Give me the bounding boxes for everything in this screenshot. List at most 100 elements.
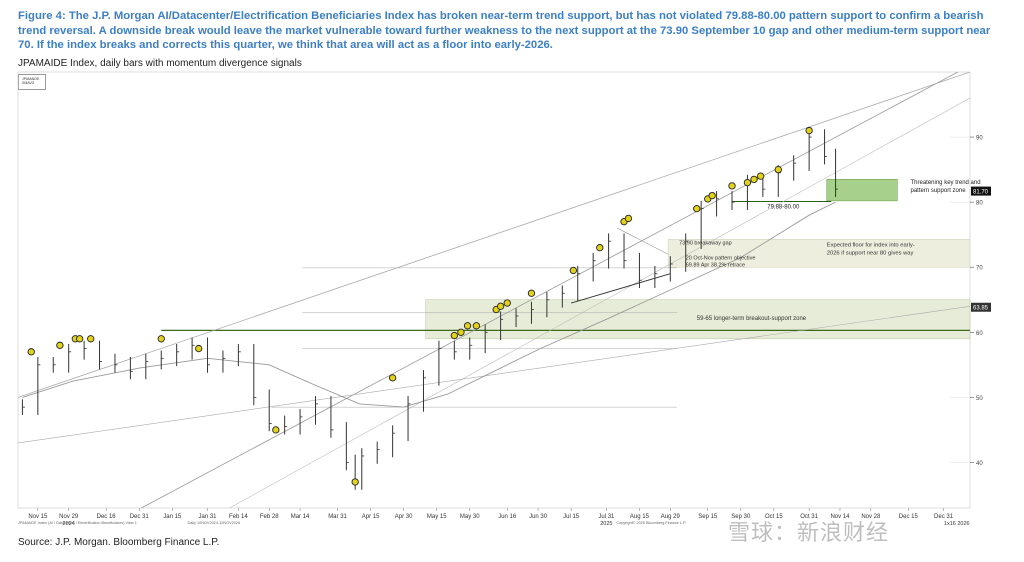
x-tick-label: Aug 29 (661, 514, 681, 520)
momentum-signal (27, 348, 35, 356)
trend-line (18, 72, 970, 398)
momentum-signal (195, 344, 203, 353)
x-tick-label: May 30 (460, 514, 480, 520)
x-tick-label: Mar 14 (291, 514, 310, 520)
trend-line (141, 72, 959, 508)
momentum-signal (463, 322, 472, 330)
momentum-signal (87, 335, 95, 343)
momentum-signal (388, 374, 397, 382)
momentum-signal (569, 266, 577, 275)
momentum-signal (805, 126, 813, 135)
x-tick-label: Jul 15 (563, 514, 580, 520)
price-bars (21, 129, 839, 490)
annotation-breakaway-gap: 73.90 breakaway gap (679, 240, 732, 246)
x-tick-label: Nov 15 (28, 514, 48, 520)
y-tick-label: 80 (976, 201, 983, 207)
x-tick-label: Sep 15 (698, 514, 718, 520)
annotations: 81.70 63.85 Threatening key trend and patte… (679, 180, 991, 322)
year-label: 2025 (600, 521, 612, 527)
x-tick-label: Dec 16 (97, 514, 117, 520)
key-support-zone (826, 179, 898, 202)
x-tick-label: Nov 14 (830, 514, 850, 520)
chart-subtitle: JPAMAIDE Index, daily bars with momentum… (18, 58, 302, 69)
y-axis: 40 50 60 70 80 90 (970, 136, 983, 467)
x-tick-label: Feb 14 (229, 514, 248, 520)
x-tick-label: Jun 30 (529, 514, 548, 520)
momentum-signal (76, 335, 84, 343)
momentum-signal (756, 172, 765, 180)
floor-zone (667, 238, 971, 268)
level-label: 63.85 (973, 306, 989, 312)
footer-mid: Daily 10NOV2024-12NOV2026 (188, 521, 241, 525)
momentum-signal (157, 335, 165, 343)
momentum-signal (708, 191, 716, 200)
watermark: 雪球：新浪财经 (728, 521, 890, 546)
momentum-signal (693, 205, 701, 213)
x-tick-label: Mar 31 (328, 514, 347, 520)
trend-line (229, 97, 970, 508)
level-label-bg (971, 302, 991, 312)
plot-frame (17, 71, 971, 509)
year-label: 2024 (63, 521, 75, 527)
x-tick-label: May 15 (427, 514, 447, 520)
x-tick-label: Nov 29 (59, 514, 79, 520)
x-tick-label: Apr 15 (362, 514, 380, 520)
annotation-expected-floor: Expected floor for index into early-2026… (827, 242, 915, 256)
sma-line (22, 201, 836, 408)
footer-right: Copyright© 2025 Bloomberg Finance L.P. (616, 521, 686, 525)
momentum-signal (624, 214, 633, 223)
x-tick-label: Oct 31 (800, 514, 818, 520)
x-tick-label: Apr 30 (395, 514, 413, 520)
legend-item-jpamaide: JPAMAIDE (22, 77, 40, 81)
momentum-signal (503, 299, 511, 307)
x-tick-label: Dec 15 (899, 514, 919, 520)
momentum-signal (743, 178, 752, 187)
zones (161, 179, 971, 408)
momentum-signal (496, 302, 505, 310)
footer-left: JPAMAIDE Index (AI / Datacenter / Electr… (18, 521, 137, 525)
momentum-signal (750, 175, 758, 184)
year-label: 1x16 2026 (944, 521, 970, 527)
x-tick-label: Sep 30 (731, 514, 751, 520)
x-tick-label: Nov 28 (861, 514, 881, 520)
trend-channels (18, 72, 970, 508)
x-tick-label: Jul 31 (598, 514, 615, 520)
price-label-bg (971, 186, 991, 196)
x-tick-label: Jan 31 (199, 514, 218, 520)
annotation-breakout-zone: 59-65 longer-term breakout-support zone (697, 316, 807, 322)
momentum-signal (728, 182, 736, 190)
momentum-signal (457, 328, 465, 336)
x-tick-label: Dec 31 (934, 514, 954, 520)
legend: JPAMAIDE SMAVG (18, 74, 46, 90)
price-label: 81.70 (973, 190, 989, 196)
y-tick-label: 40 (976, 461, 983, 467)
x-tick-label: Jan 15 (163, 514, 182, 520)
trend-line (18, 305, 970, 444)
momentum-signal (596, 244, 604, 252)
momentum-signal (56, 341, 64, 349)
legend-item-smavg: SMAVG (22, 81, 35, 85)
momentum-signals (27, 126, 813, 486)
y-tick-label: 60 (976, 331, 983, 337)
momentum-signal (527, 289, 536, 297)
momentum-signal (272, 426, 280, 434)
annotation-pattern-objective: 20 Oct-Nov pattern objective 69.89 Apr 38… (686, 255, 756, 268)
momentum-signal (351, 478, 359, 486)
trend-line (571, 273, 671, 304)
x-tick-label: Aug 15 (630, 514, 650, 520)
y-tick-label: 70 (976, 266, 983, 272)
y-tick-label: 90 (976, 136, 983, 142)
trend-line (617, 227, 669, 255)
y-tick-label: 50 (976, 396, 983, 402)
annotation-threatening-support: Threatening key trend and pattern support… (911, 180, 981, 194)
annotation-pattern-support: 79.88-80.00 (767, 205, 800, 211)
x-axis: Nov 15 Nov 29 Dec 16 Dec 31 Jan 15 Jan 31 Feb … (18, 508, 970, 527)
x-tick-label: Dec 31 (130, 514, 150, 520)
momentum-signal (774, 165, 782, 174)
x-tick-label: Jun 16 (498, 514, 517, 520)
source-note: Source: J.P. Morgan. Bloomberg Finance L… (18, 537, 220, 548)
x-tick-label: Oct 15 (765, 514, 783, 520)
figure-caption: Figure 4: The J.P. Morgan AI/Datacenter/… (18, 10, 991, 51)
momentum-signal (450, 331, 458, 340)
x-tick-label: Feb 28 (260, 514, 279, 520)
